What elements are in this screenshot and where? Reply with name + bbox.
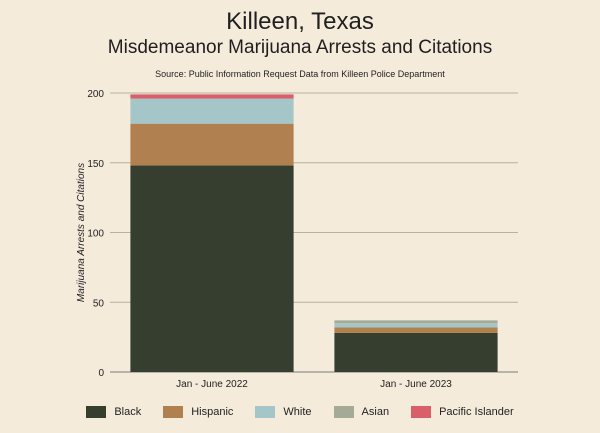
legend-item-black: Black <box>86 405 141 419</box>
bar-segment-pacific-islander <box>130 94 294 99</box>
bar-segment-black <box>130 165 294 372</box>
legend-label: Asian <box>361 406 390 418</box>
legend-item-asian: Asian <box>333 405 390 419</box>
legend-swatch <box>411 406 432 418</box>
bar-segment-black <box>334 332 498 372</box>
y-tick-label: 50 <box>93 298 105 309</box>
legend-label: White <box>283 406 312 418</box>
y-tick-label: 200 <box>87 89 104 100</box>
bar-segment-white <box>130 98 294 124</box>
chart-subtitle: Misdemeanor Marijuana Arrests and Citati… <box>107 37 493 58</box>
chart-source-note: Source: Public Information Request Data … <box>155 69 445 79</box>
y-tick-label: 100 <box>87 229 104 240</box>
legend-item-hispanic: Hispanic <box>163 405 233 419</box>
bar-segment-hispanic <box>130 123 294 166</box>
x-tick-label: Jan - June 2023 <box>380 379 452 390</box>
bar-segment-white <box>334 323 498 328</box>
legend-swatch <box>255 406 276 418</box>
chart-title: Killeen, Texas <box>226 8 374 35</box>
chart-legend: Black Hispanic White Asian Pacific Islander <box>0 405 600 419</box>
legend-swatch <box>86 406 107 418</box>
y-tick-label: 0 <box>98 368 104 379</box>
y-tick-label: 150 <box>87 159 104 170</box>
legend-label: Black <box>114 406 142 418</box>
legend-item-pacific-islander: Pacific Islander <box>411 405 514 419</box>
x-tick-label: Jan - June 2022 <box>176 379 248 390</box>
legend-item-white: White <box>255 405 312 419</box>
bar-segment-hispanic <box>334 327 498 333</box>
bar-segment-asian <box>334 320 498 324</box>
legend-swatch <box>163 406 184 418</box>
legend-label: Hispanic <box>191 406 234 418</box>
y-axis-label: Marijuana Arrests and Citations <box>76 163 87 302</box>
legend-label: Pacific Islander <box>439 406 514 418</box>
legend-swatch <box>333 406 354 418</box>
